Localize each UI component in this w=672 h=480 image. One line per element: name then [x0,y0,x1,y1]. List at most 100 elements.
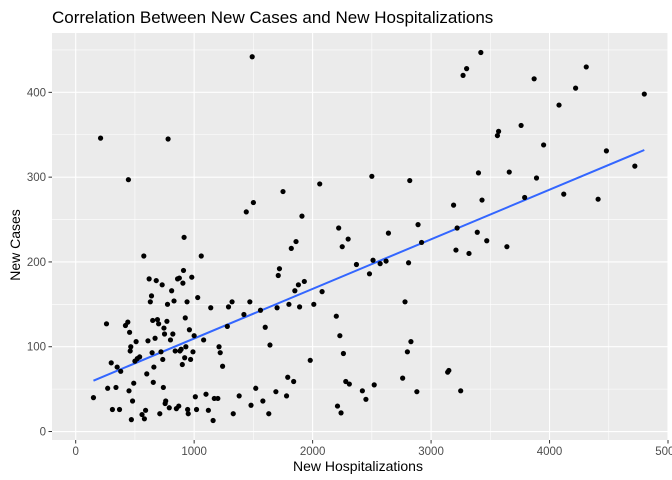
trend-line [93,149,645,382]
data-point [105,385,111,391]
data-point [154,316,161,323]
data-point [176,403,182,409]
data-point [273,389,279,395]
data-point [139,411,145,418]
data-point [201,337,207,343]
data-point [450,202,457,208]
data-point [301,278,307,285]
data-point [333,313,339,319]
data-point [369,173,375,179]
data-point [407,177,413,184]
y-tick-label: 0 [40,427,46,439]
data-point [307,357,313,363]
data-point [225,304,232,310]
data-point [556,102,562,108]
data-point [157,411,163,417]
x-axis-title: New Hospitalizations [293,458,423,474]
y-tick-label: 100 [27,342,46,354]
data-point [149,350,155,356]
x-tick-label: 2000 [300,446,326,458]
data-point [217,350,223,356]
data-point [603,148,610,154]
data-point [103,321,110,327]
data-point [216,344,222,350]
data-point [561,191,567,197]
data-point [583,64,589,70]
data-point [466,250,472,257]
data-point [363,396,369,402]
data-point [319,289,325,295]
data-point [292,288,298,294]
data-point [494,132,501,139]
data-point [127,348,133,354]
data-point [383,258,389,264]
data-point [116,406,123,413]
data-point [230,411,236,417]
data-point [595,196,601,202]
data-point [186,327,193,333]
data-point [183,344,189,350]
data-point [338,410,344,416]
data-point [400,375,406,381]
data-point [144,371,150,377]
data-point [167,337,174,343]
data-point [267,342,273,348]
data-point [224,323,230,329]
data-point [211,395,217,402]
data-point [180,267,187,274]
data-point [229,299,235,305]
data-point [506,169,512,175]
data-point [248,402,254,408]
data-point [479,197,485,203]
data-point [178,346,184,352]
data-point [454,225,460,231]
data-point [208,305,214,311]
data-point [518,122,524,129]
data-point [164,318,170,324]
data-point [151,364,157,370]
data-point [147,299,153,305]
data-point [339,244,345,250]
data-point [195,294,201,301]
data-point [236,393,242,399]
data-point [126,388,132,394]
data-point [184,299,190,305]
data-point [90,395,97,401]
data-point [250,199,256,206]
data-point [150,317,156,324]
data-point [283,393,290,399]
data-point [166,405,172,411]
data-point [533,175,540,181]
data-point [247,299,253,305]
panel-background [52,33,668,440]
data-point [371,382,377,388]
data-point [145,338,151,344]
data-point [189,274,195,280]
data-point [504,244,510,250]
data-point [131,380,137,386]
data-point [288,245,294,251]
data-point [160,384,166,391]
data-point [182,355,188,361]
data-point [475,170,482,176]
data-point [405,260,412,266]
data-point [128,344,134,350]
data-point [219,363,226,369]
data-point [125,319,131,325]
data-point [299,213,305,219]
data-point [198,253,204,259]
x-tick-label: 4000 [537,446,563,458]
data-point [334,403,341,409]
data-point [522,194,528,201]
data-point [370,257,376,263]
trend-line-group [93,149,645,382]
data-point [203,391,209,397]
data-point [185,406,191,413]
data-point [125,177,132,183]
data-point [266,411,272,417]
data-point [141,416,147,422]
data-point [133,339,139,345]
data-point [262,324,268,330]
